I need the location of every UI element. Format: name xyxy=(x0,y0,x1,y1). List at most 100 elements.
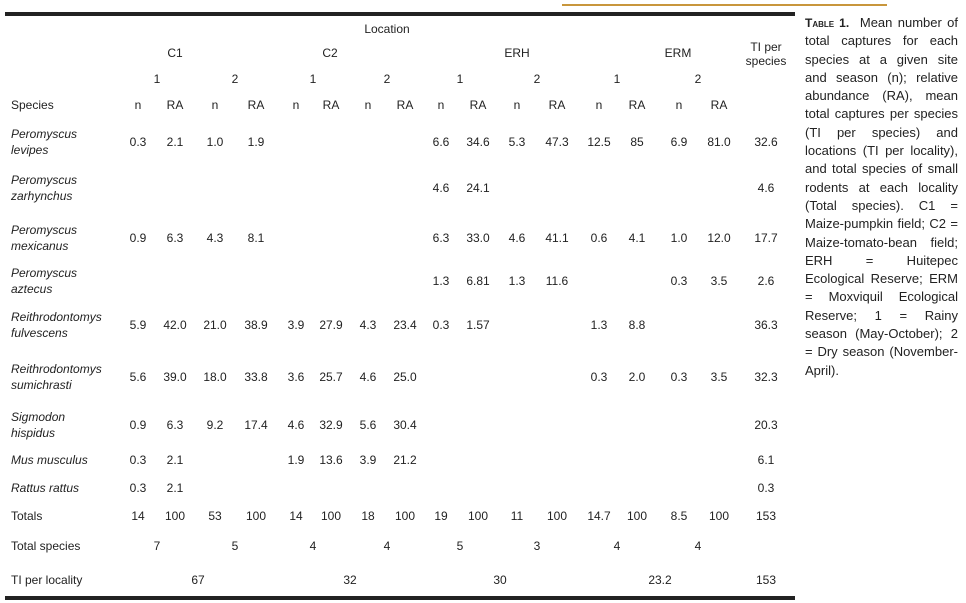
cell: 5 xyxy=(231,539,239,553)
column-label: RA xyxy=(396,98,414,112)
cell: 0.3 xyxy=(432,318,450,332)
cell: 3.9 xyxy=(359,453,377,467)
header-ti: TI per species xyxy=(745,40,787,68)
species-name: Peromyscus xyxy=(11,127,78,141)
cell: 100 xyxy=(708,509,730,523)
header-location: Location xyxy=(364,22,410,36)
cell: 1.0 xyxy=(206,135,224,149)
cell: 18 xyxy=(361,509,375,523)
cell: 11.6 xyxy=(545,274,569,288)
species-name: Sigmodon xyxy=(11,410,66,424)
cell: 100 xyxy=(394,509,416,523)
season-label: 2 xyxy=(533,72,541,86)
cell: 6.6 xyxy=(432,135,450,149)
cell: 1.3 xyxy=(590,318,608,332)
ti-cell: 2.6 xyxy=(757,274,775,288)
cell: 14 xyxy=(289,509,303,523)
cell: 13.6 xyxy=(319,453,343,467)
column-label: n xyxy=(437,98,445,112)
cell: 4 xyxy=(613,539,621,553)
cell: 8.8 xyxy=(628,318,646,332)
cell: 1.0 xyxy=(670,231,688,245)
cell: 0.9 xyxy=(129,231,147,245)
species-name: Reithrodontomys xyxy=(11,362,102,376)
cell: 24.1 xyxy=(466,181,490,195)
column-label: RA xyxy=(469,98,487,112)
total-species-label: Total species xyxy=(11,539,81,553)
top-rule xyxy=(5,12,795,16)
species-name: Rattus rattus xyxy=(11,481,80,495)
column-label: n xyxy=(211,98,219,112)
cell: 32 xyxy=(343,573,357,587)
cell: 3.5 xyxy=(710,274,728,288)
cell: 27.9 xyxy=(319,318,343,332)
cell: 53 xyxy=(208,509,222,523)
cell: 0.9 xyxy=(129,418,147,432)
column-label: n xyxy=(675,98,683,112)
cell: 21.0 xyxy=(203,318,227,332)
species-name: Peromyscus xyxy=(11,173,78,187)
cell: 4.3 xyxy=(206,231,224,245)
cell: 11 xyxy=(510,509,524,523)
species-name: Reithrodontomys xyxy=(11,310,102,324)
cell: 3.6 xyxy=(287,370,305,384)
season-label: 2 xyxy=(383,72,391,86)
cell: 30.4 xyxy=(393,418,417,432)
ti-cell: 0.3 xyxy=(757,481,775,495)
species-name: hispidus xyxy=(11,426,56,440)
cell: 4.6 xyxy=(359,370,377,384)
cell: 12.0 xyxy=(707,231,731,245)
accent-rule xyxy=(562,4,887,6)
cell: 0.3 xyxy=(670,370,688,384)
column-label: n xyxy=(595,98,603,112)
season-label: 1 xyxy=(456,72,464,86)
species-name: aztecus xyxy=(11,282,53,296)
cell: 3 xyxy=(533,539,541,553)
cell: 9.2 xyxy=(206,418,224,432)
cell: 42.0 xyxy=(163,318,187,332)
cell: 2.0 xyxy=(628,370,646,384)
site-label: C2 xyxy=(322,46,338,60)
cell: 8.1 xyxy=(247,231,265,245)
caption-text: Mean number of total captures for each s… xyxy=(805,15,958,378)
cell: 33.8 xyxy=(244,370,268,384)
cell: 5.9 xyxy=(129,318,147,332)
cell: 14.7 xyxy=(587,509,611,523)
cell: 4 xyxy=(694,539,702,553)
species-name: fulvescens xyxy=(11,326,68,340)
cell: 17.4 xyxy=(244,418,268,432)
species-name: sumichrasti xyxy=(11,378,72,392)
caption: Table 1. Mean number of total captures f… xyxy=(805,14,958,380)
column-label: RA xyxy=(322,98,340,112)
ti-cell: 36.3 xyxy=(754,318,778,332)
cell: 33.0 xyxy=(466,231,490,245)
cell: 38.9 xyxy=(244,318,268,332)
cell: 6.3 xyxy=(432,231,450,245)
cell: 100 xyxy=(546,509,568,523)
cell: 12.5 xyxy=(587,135,611,149)
ti-cell: 32.6 xyxy=(754,135,778,149)
cell: 39.0 xyxy=(163,370,187,384)
species-name: Mus musculus xyxy=(11,453,88,467)
cell: 5.3 xyxy=(508,135,526,149)
species-name: mexicanus xyxy=(11,239,69,253)
cell: 30 xyxy=(493,573,507,587)
cell: 4 xyxy=(383,539,391,553)
cell: 2.1 xyxy=(166,453,184,467)
cell: 18.0 xyxy=(203,370,227,384)
cell: 100 xyxy=(245,509,267,523)
cell: 1.3 xyxy=(432,274,450,288)
cell: 1.9 xyxy=(247,135,265,149)
cell: 85 xyxy=(630,135,644,149)
season-label: 2 xyxy=(231,72,239,86)
caption-label: Table 1. xyxy=(805,16,850,30)
site-label: ERM xyxy=(664,46,692,60)
cell: 2.1 xyxy=(166,481,184,495)
season-label: 1 xyxy=(153,72,161,86)
season-label: 2 xyxy=(694,72,702,86)
ti-cell: 32.3 xyxy=(754,370,778,384)
cell: 4.3 xyxy=(359,318,377,332)
cell: 41.1 xyxy=(545,231,569,245)
cell: 47.3 xyxy=(545,135,569,149)
